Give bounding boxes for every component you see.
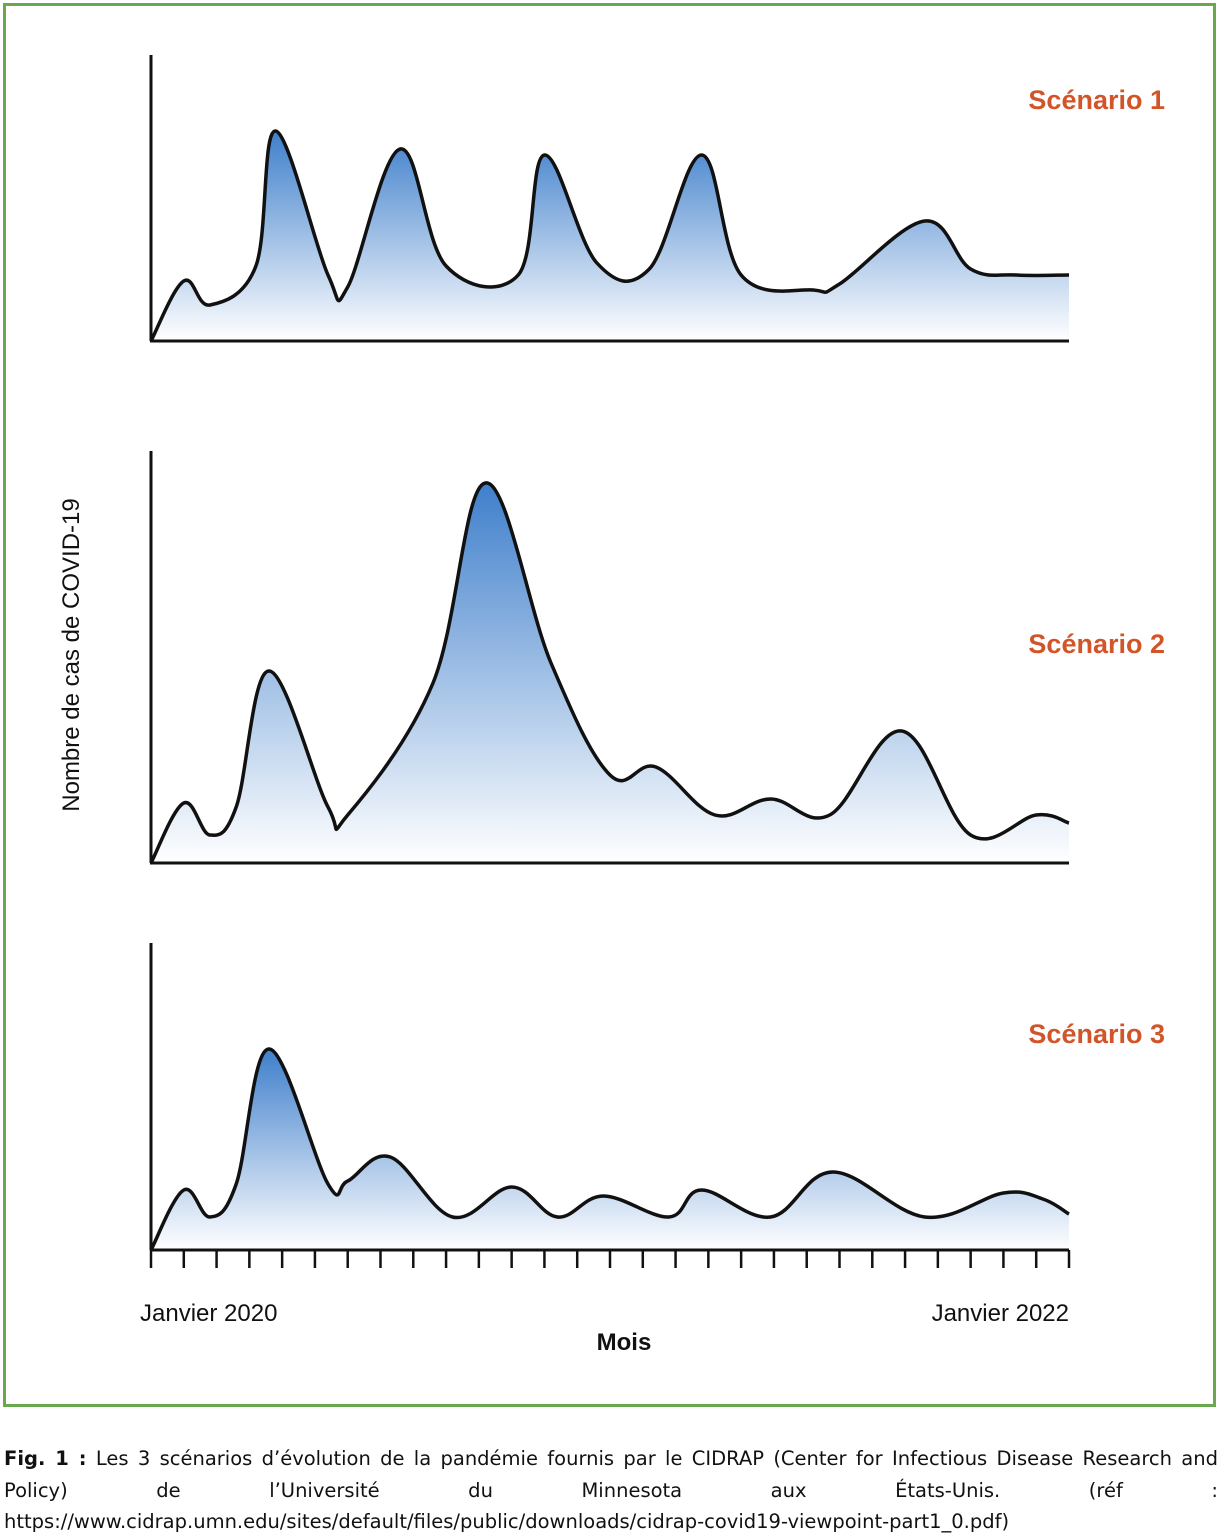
scenario-3-title: Scénario 3 (1028, 1019, 1165, 1049)
y-axis-label: Nombre de cas de COVID-19 (58, 498, 85, 811)
x-axis-ticks (149, 1250, 1071, 1268)
scenario-2-line (149, 481, 1070, 864)
panel-scenario-1: Scénario 1 (149, 55, 1165, 343)
caption-text: Les 3 scénarios d’évolution de la pandém… (4, 1447, 1218, 1533)
scenario-1-line (149, 129, 1070, 342)
figure-frame (3, 3, 1216, 1407)
scenario-3-line (149, 1047, 1070, 1251)
scenario-2-title: Scénario 2 (1028, 629, 1165, 659)
scenario-1-title: Scénario 1 (1028, 85, 1165, 115)
scenario-2-area (151, 482, 1069, 863)
figure-caption: Fig. 1 : Les 3 scénarios d’évolution de … (4, 1443, 1218, 1538)
x-axis-label: Mois (597, 1329, 652, 1356)
x-tick-label-start: Janvier 2020 (140, 1300, 277, 1327)
panel-scenario-2: Scénario 2 (149, 451, 1165, 865)
scenario-1-area (151, 130, 1069, 341)
panel-scenario-3: Scénario 3 (149, 943, 1165, 1252)
caption-label: Fig. 1 : (4, 1447, 87, 1470)
scenario-3-area (151, 1049, 1069, 1250)
x-tick-label-end: Janvier 2022 (932, 1300, 1069, 1327)
